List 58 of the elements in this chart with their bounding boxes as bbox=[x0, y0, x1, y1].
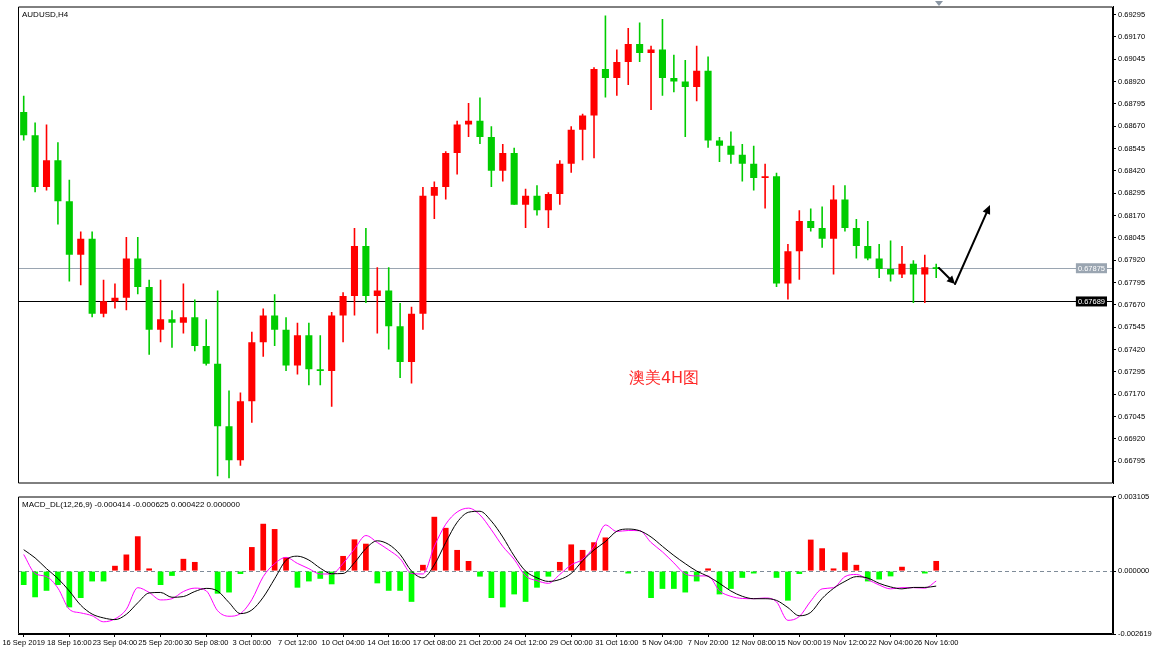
bar bbox=[20, 571, 27, 586]
bar bbox=[112, 565, 118, 571]
bar bbox=[363, 543, 369, 571]
bar bbox=[385, 571, 392, 591]
bar bbox=[511, 571, 518, 595]
bar bbox=[420, 564, 426, 571]
bar bbox=[134, 536, 141, 571]
bar bbox=[66, 571, 73, 608]
bar bbox=[146, 568, 153, 571]
bar bbox=[671, 571, 677, 589]
candlestick bbox=[316, 335, 324, 386]
candlestick bbox=[818, 206, 826, 248]
candlestick bbox=[807, 208, 815, 232]
bar bbox=[191, 561, 198, 571]
bar bbox=[876, 571, 883, 580]
bar bbox=[785, 571, 791, 601]
candlestick bbox=[647, 45, 655, 111]
bar bbox=[739, 571, 746, 578]
bar bbox=[830, 568, 837, 571]
bar bbox=[89, 571, 95, 582]
bar bbox=[454, 549, 460, 571]
candlestick bbox=[727, 131, 735, 164]
bar bbox=[477, 571, 483, 577]
bar bbox=[842, 552, 848, 571]
bar bbox=[32, 571, 38, 598]
candlestick bbox=[168, 310, 176, 348]
candlestick bbox=[761, 163, 769, 209]
bar bbox=[374, 571, 381, 584]
bar bbox=[819, 548, 825, 571]
bar bbox=[465, 561, 472, 571]
bar bbox=[682, 571, 689, 593]
bar bbox=[648, 571, 654, 598]
bar bbox=[442, 527, 449, 571]
chart-title: AUDUSD,H4 bbox=[22, 9, 69, 19]
bar bbox=[728, 571, 734, 589]
bar bbox=[226, 571, 232, 593]
bar bbox=[556, 561, 563, 571]
bar bbox=[899, 566, 905, 571]
candlestick bbox=[738, 144, 746, 182]
candlestick bbox=[921, 254, 929, 304]
chart-title: MACD_DL(12,26,9) -0.000414 -0.000625 0.000422 0.000000 bbox=[22, 499, 241, 509]
bar bbox=[306, 571, 312, 582]
bar bbox=[807, 539, 814, 571]
bar bbox=[77, 571, 84, 598]
candlestick bbox=[373, 267, 381, 334]
bar bbox=[260, 523, 267, 571]
bar bbox=[499, 571, 506, 608]
bar bbox=[933, 560, 940, 571]
annotation: 澳美4H图 bbox=[628, 367, 700, 387]
bar bbox=[568, 544, 575, 571]
bar bbox=[705, 568, 711, 571]
bar bbox=[169, 571, 175, 576]
bar bbox=[853, 564, 860, 571]
bar bbox=[248, 547, 255, 571]
candlestick bbox=[670, 54, 678, 93]
candlestick bbox=[681, 60, 689, 137]
bar bbox=[180, 558, 187, 571]
bar bbox=[397, 571, 403, 591]
